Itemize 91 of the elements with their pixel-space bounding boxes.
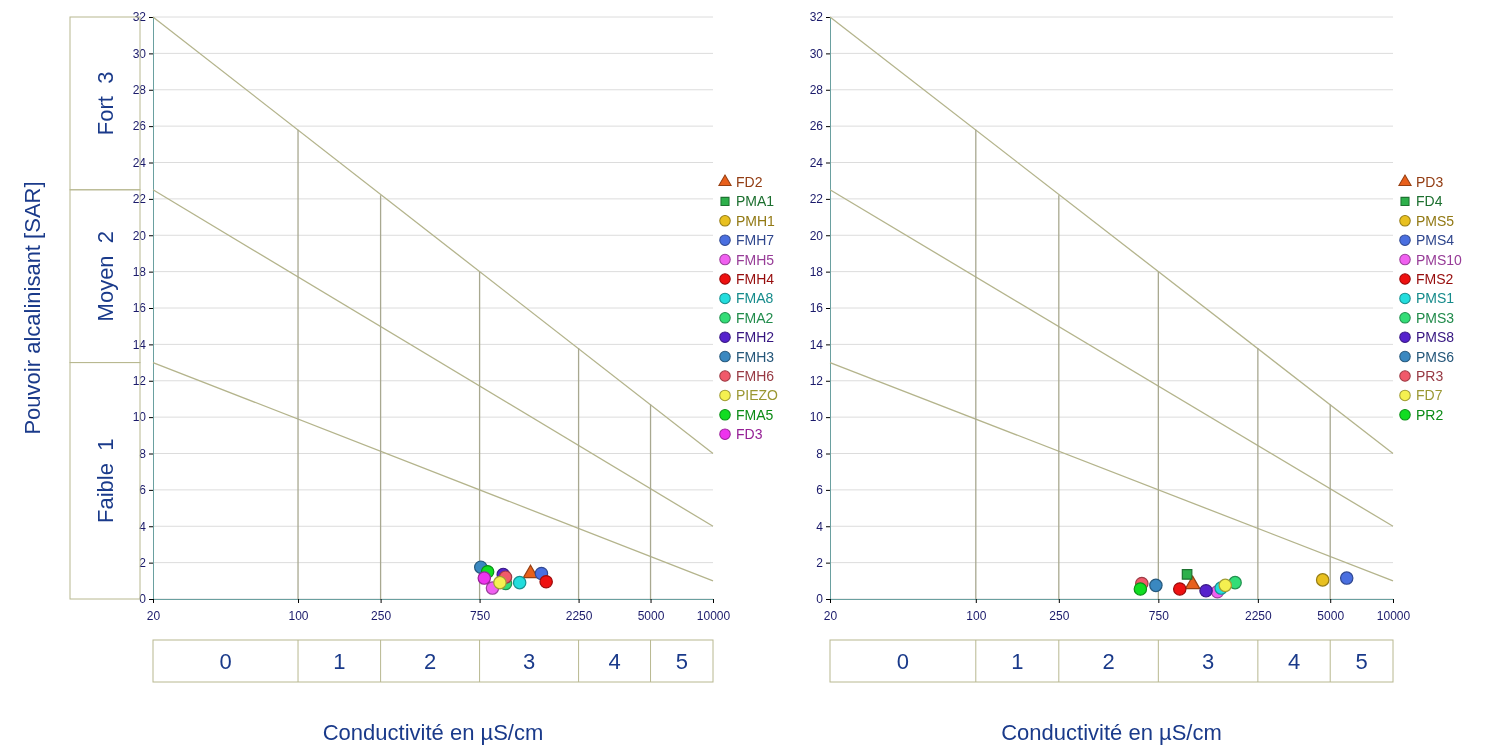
legend-label: FMS2	[1416, 271, 1454, 287]
legend-label: PMS4	[1416, 232, 1455, 249]
legend-label: PIEZO	[736, 387, 779, 404]
y-tick-label: 32	[132, 10, 147, 25]
x-axis-title: Conductivité en µS/cm	[322, 720, 544, 745]
text: 2	[423, 649, 437, 674]
legend-label: FMA2	[736, 309, 774, 326]
x-tick-label: 750	[470, 609, 491, 624]
y-tick-label: 22	[809, 192, 824, 207]
y-tick-label: 28	[809, 83, 824, 98]
x-tick-label: 250	[371, 609, 392, 624]
x-tick-label: 10000	[1376, 609, 1411, 624]
text: Moyen 2	[93, 230, 118, 322]
legend-label: FD2	[736, 174, 763, 190]
legend-label: FMH3	[736, 348, 775, 365]
legend-label: PMA1	[736, 193, 775, 210]
y-tick-label: 10	[132, 410, 147, 425]
y-tick-label: 2	[139, 555, 147, 570]
legend-label: PMS1	[1416, 290, 1455, 307]
y-tick-label: 4	[816, 519, 824, 534]
y-tick-label: 18	[809, 264, 824, 279]
legend-label: PMS10	[1416, 251, 1463, 268]
x-axis-title: Conductivité en µS/cm	[1001, 720, 1222, 745]
legend-label: FD7	[1416, 387, 1443, 404]
x-tick-label: 100	[288, 609, 309, 624]
legend-label: FMH4	[736, 271, 775, 287]
legend-label: PMS8	[1416, 329, 1455, 346]
y-tick-label: 20	[809, 228, 824, 243]
y-tick-label: 30	[132, 46, 147, 61]
y-tick-label: 4	[139, 519, 147, 534]
text: 1	[1011, 649, 1024, 674]
text: 1	[333, 649, 346, 674]
y-tick-label: 18	[132, 264, 147, 279]
y-tick-label: 26	[809, 119, 824, 134]
text: 5	[675, 649, 688, 674]
x-tick-label: 100	[966, 609, 987, 624]
y-tick-label: 12	[809, 374, 824, 389]
text: 5	[1355, 649, 1368, 674]
text: 2	[1102, 649, 1115, 674]
text: Faible 1	[93, 438, 118, 523]
y-tick-label: 16	[132, 301, 147, 316]
legend-label: PD3	[1416, 174, 1444, 190]
legend-label: PMS6	[1416, 348, 1455, 365]
legend-label: FMA5	[736, 406, 774, 423]
y-tick-label: 10	[809, 410, 824, 425]
y-tick-label: 30	[809, 46, 824, 61]
text: 4	[1287, 649, 1301, 674]
y-axis-title: Pouvoir alcalinisant [SAR]	[20, 181, 45, 435]
y-tick-label: 32	[809, 10, 824, 25]
legend-label: FD4	[1416, 193, 1443, 210]
legend-label: FMH7	[736, 232, 775, 249]
y-tick-label: 0	[816, 592, 824, 607]
y-tick-label: 0	[139, 592, 147, 607]
text: 4	[608, 649, 621, 674]
text: 0	[896, 649, 910, 674]
y-tick-label: 28	[132, 83, 147, 98]
x-tick-label: 10000	[696, 609, 731, 624]
legend-label: PMS3	[1416, 309, 1455, 326]
legend-label: FMH2	[736, 329, 775, 346]
x-tick-label: 5000	[637, 609, 665, 624]
text: 3	[522, 649, 536, 674]
legend-label: FMH5	[736, 251, 775, 268]
y-tick-label: 2	[816, 555, 824, 570]
x-tick-label: 750	[1148, 609, 1170, 624]
y-tick-label: 8	[139, 446, 147, 461]
x-tick-label: 5000	[1317, 609, 1345, 624]
legend-label: FMA8	[736, 290, 774, 307]
y-tick-label: 26	[132, 119, 147, 134]
y-tick-label: 12	[132, 374, 147, 389]
legend-label: PR3	[1416, 368, 1444, 384]
legend-label: FD3	[736, 426, 763, 443]
legend-label: PMS5	[1416, 212, 1455, 229]
text: 3	[1201, 649, 1215, 674]
x-tick-label: 250	[1049, 609, 1070, 624]
y-tick-label: 6	[139, 483, 147, 498]
y-tick-label: 24	[809, 155, 824, 170]
x-tick-label: 2250	[565, 609, 593, 624]
legend-label: PR2	[1416, 406, 1444, 423]
y-tick-label: 6	[816, 483, 824, 498]
text: 0	[219, 649, 232, 674]
legend-label: FMH6	[736, 368, 775, 384]
y-tick-label: 14	[132, 337, 147, 352]
y-tick-label: 8	[816, 446, 824, 461]
legend-label: PMH1	[736, 212, 776, 229]
y-tick-label: 22	[132, 192, 147, 207]
text: Fort 3	[93, 71, 118, 136]
x-tick-label: 2250	[1245, 609, 1273, 624]
y-tick-label: 20	[132, 228, 147, 243]
y-tick-label: 24	[132, 155, 147, 170]
y-tick-label: 14	[809, 337, 824, 352]
y-tick-label: 16	[809, 301, 824, 316]
